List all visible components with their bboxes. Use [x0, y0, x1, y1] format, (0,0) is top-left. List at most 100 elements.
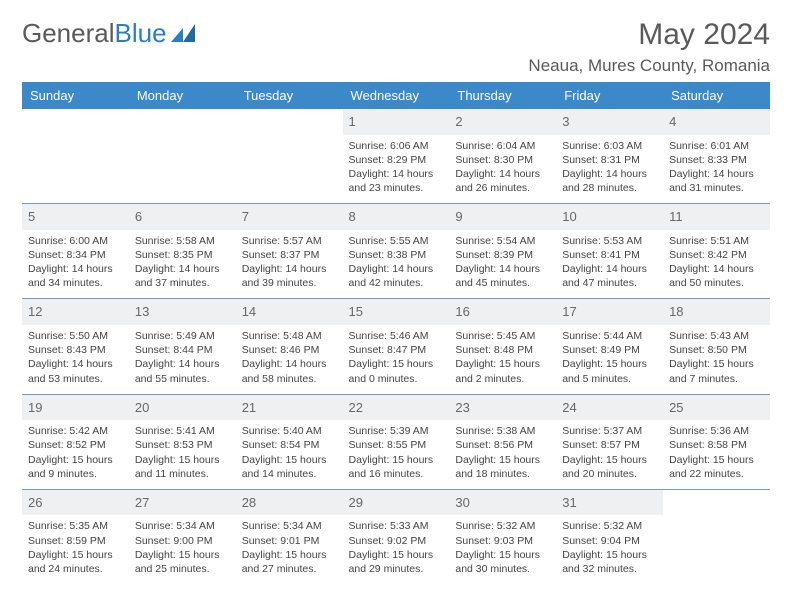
- day-number: 30: [449, 490, 556, 516]
- day-line: Daylight: 14 hours: [562, 262, 657, 276]
- day-line: Sunrise: 5:42 AM: [28, 424, 123, 438]
- day-line: and 18 minutes.: [455, 467, 550, 481]
- day-line: and 27 minutes.: [242, 562, 337, 576]
- day-line: Sunrise: 5:58 AM: [135, 234, 230, 248]
- calendar-week: 19Sunrise: 5:42 AMSunset: 8:52 PMDayligh…: [22, 394, 770, 489]
- day-number: 14: [236, 299, 343, 325]
- header: GeneralBlue May 2024 Neaua, Mures County…: [22, 18, 770, 76]
- day-number: 15: [343, 299, 450, 325]
- day-line: and 47 minutes.: [562, 276, 657, 290]
- day-line: Daylight: 15 hours: [28, 548, 123, 562]
- day-line: Sunrise: 5:48 AM: [242, 329, 337, 343]
- day-line: Sunrise: 5:35 AM: [28, 519, 123, 533]
- calendar-day: 19Sunrise: 5:42 AMSunset: 8:52 PMDayligh…: [22, 394, 129, 489]
- day-number: 9: [449, 204, 556, 230]
- calendar-week: 26Sunrise: 5:35 AMSunset: 8:59 PMDayligh…: [22, 489, 770, 584]
- calendar-day: 27Sunrise: 5:34 AMSunset: 9:00 PMDayligh…: [129, 489, 236, 584]
- day-line: Daylight: 15 hours: [349, 548, 444, 562]
- calendar-header: SundayMondayTuesdayWednesdayThursdayFrid…: [22, 82, 770, 109]
- calendar-day: 28Sunrise: 5:34 AMSunset: 9:01 PMDayligh…: [236, 489, 343, 584]
- day-line: Sunset: 8:37 PM: [242, 248, 337, 262]
- day-line: Sunset: 8:59 PM: [28, 534, 123, 548]
- day-line: Sunset: 8:53 PM: [135, 438, 230, 452]
- day-line: Daylight: 14 hours: [455, 262, 550, 276]
- day-line: Sunset: 8:39 PM: [455, 248, 550, 262]
- day-number: 16: [449, 299, 556, 325]
- calendar-week: 5Sunrise: 6:00 AMSunset: 8:34 PMDaylight…: [22, 204, 770, 299]
- day-line: Sunset: 8:44 PM: [135, 343, 230, 357]
- calendar-day: 1Sunrise: 6:06 AMSunset: 8:29 PMDaylight…: [343, 109, 450, 204]
- day-line: Sunrise: 5:43 AM: [669, 329, 764, 343]
- day-number: 25: [663, 395, 770, 421]
- day-line: and 9 minutes.: [28, 467, 123, 481]
- day-line: Daylight: 14 hours: [669, 262, 764, 276]
- calendar-day: 5Sunrise: 6:00 AMSunset: 8:34 PMDaylight…: [22, 204, 129, 299]
- day-line: Sunset: 8:58 PM: [669, 438, 764, 452]
- day-number: 23: [449, 395, 556, 421]
- day-line: and 30 minutes.: [455, 562, 550, 576]
- day-line: and 58 minutes.: [242, 372, 337, 386]
- calendar-day: 13Sunrise: 5:49 AMSunset: 8:44 PMDayligh…: [129, 299, 236, 394]
- day-line: Daylight: 14 hours: [135, 262, 230, 276]
- day-line: Sunrise: 6:03 AM: [562, 139, 657, 153]
- day-number: 28: [236, 490, 343, 516]
- day-line: Daylight: 15 hours: [349, 453, 444, 467]
- day-line: Sunrise: 5:38 AM: [455, 424, 550, 438]
- day-line: Daylight: 15 hours: [669, 357, 764, 371]
- day-number: 11: [663, 204, 770, 230]
- day-line: Sunset: 8:50 PM: [669, 343, 764, 357]
- day-line: Daylight: 14 hours: [242, 357, 337, 371]
- day-number: 19: [22, 395, 129, 421]
- calendar-day: 11Sunrise: 5:51 AMSunset: 8:42 PMDayligh…: [663, 204, 770, 299]
- day-line: Sunset: 8:43 PM: [28, 343, 123, 357]
- calendar-day: 29Sunrise: 5:33 AMSunset: 9:02 PMDayligh…: [343, 489, 450, 584]
- calendar-body: 1Sunrise: 6:06 AMSunset: 8:29 PMDaylight…: [22, 109, 770, 584]
- day-line: Sunset: 8:56 PM: [455, 438, 550, 452]
- day-line: Sunset: 8:42 PM: [669, 248, 764, 262]
- calendar-day: 12Sunrise: 5:50 AMSunset: 8:43 PMDayligh…: [22, 299, 129, 394]
- day-line: Daylight: 14 hours: [349, 167, 444, 181]
- day-line: Sunrise: 5:57 AM: [242, 234, 337, 248]
- day-number: 5: [22, 204, 129, 230]
- day-line: Daylight: 15 hours: [135, 453, 230, 467]
- calendar-day: 26Sunrise: 5:35 AMSunset: 8:59 PMDayligh…: [22, 489, 129, 584]
- calendar-week: 1Sunrise: 6:06 AMSunset: 8:29 PMDaylight…: [22, 109, 770, 204]
- day-line: Sunset: 8:31 PM: [562, 153, 657, 167]
- day-line: Sunset: 8:47 PM: [349, 343, 444, 357]
- day-line: Sunset: 8:49 PM: [562, 343, 657, 357]
- day-line: and 39 minutes.: [242, 276, 337, 290]
- calendar-day: 21Sunrise: 5:40 AMSunset: 8:54 PMDayligh…: [236, 394, 343, 489]
- day-line: Daylight: 15 hours: [562, 453, 657, 467]
- calendar-day: 9Sunrise: 5:54 AMSunset: 8:39 PMDaylight…: [449, 204, 556, 299]
- day-line: Sunrise: 5:50 AM: [28, 329, 123, 343]
- day-line: Sunrise: 6:01 AM: [669, 139, 764, 153]
- day-line: and 53 minutes.: [28, 372, 123, 386]
- day-line: Sunrise: 5:32 AM: [455, 519, 550, 533]
- day-line: and 31 minutes.: [669, 181, 764, 195]
- day-line: and 26 minutes.: [455, 181, 550, 195]
- calendar-day: 30Sunrise: 5:32 AMSunset: 9:03 PMDayligh…: [449, 489, 556, 584]
- day-number: 10: [556, 204, 663, 230]
- day-line: and 5 minutes.: [562, 372, 657, 386]
- day-line: and 7 minutes.: [669, 372, 764, 386]
- calendar-day: 3Sunrise: 6:03 AMSunset: 8:31 PMDaylight…: [556, 109, 663, 204]
- calendar-empty: [236, 109, 343, 204]
- day-line: and 34 minutes.: [28, 276, 123, 290]
- weekday-header: Monday: [129, 82, 236, 109]
- logo-blue: Blue: [115, 18, 167, 49]
- day-line: Sunrise: 5:41 AM: [135, 424, 230, 438]
- day-line: Daylight: 15 hours: [562, 548, 657, 562]
- day-line: Daylight: 14 hours: [242, 262, 337, 276]
- day-line: Daylight: 14 hours: [669, 167, 764, 181]
- calendar-day: 10Sunrise: 5:53 AMSunset: 8:41 PMDayligh…: [556, 204, 663, 299]
- day-line: Sunrise: 5:34 AM: [135, 519, 230, 533]
- day-line: Sunset: 8:54 PM: [242, 438, 337, 452]
- day-line: Sunset: 9:02 PM: [349, 534, 444, 548]
- day-number: 6: [129, 204, 236, 230]
- calendar-day: 7Sunrise: 5:57 AMSunset: 8:37 PMDaylight…: [236, 204, 343, 299]
- day-number: 3: [556, 109, 663, 135]
- day-line: Sunrise: 6:00 AM: [28, 234, 123, 248]
- day-line: and 28 minutes.: [562, 181, 657, 195]
- day-number: 27: [129, 490, 236, 516]
- calendar-day: 24Sunrise: 5:37 AMSunset: 8:57 PMDayligh…: [556, 394, 663, 489]
